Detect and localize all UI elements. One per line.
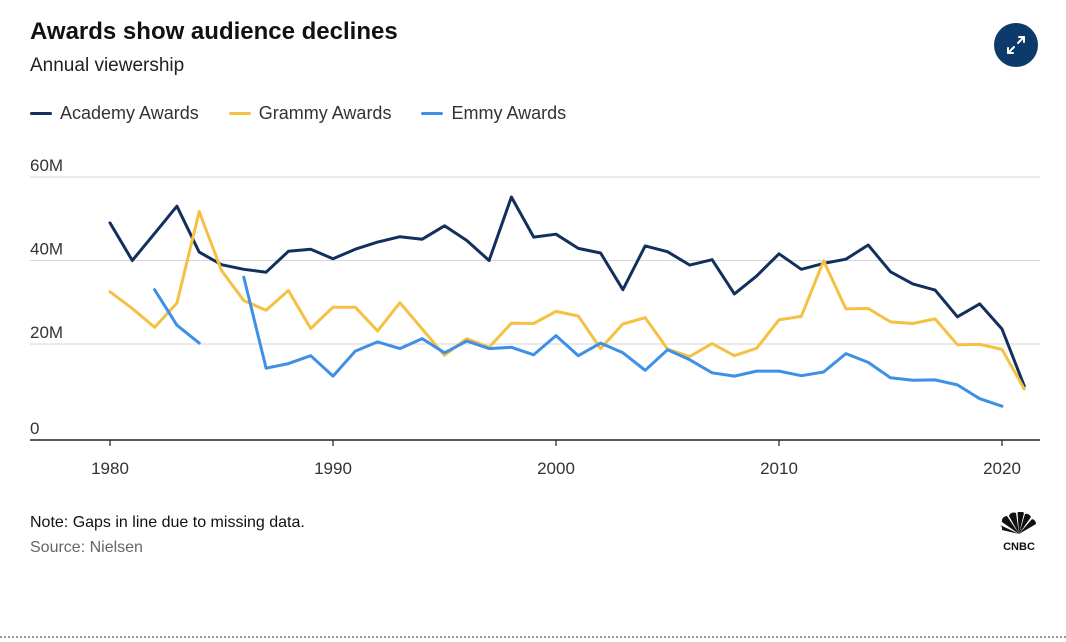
legend-swatch <box>30 112 52 115</box>
chart-subtitle: Annual viewership <box>30 55 185 76</box>
chart-title: Awards show audience declines <box>30 18 398 45</box>
cnbc-peacock-logo: CNBC <box>1000 512 1037 552</box>
series-line-academy-awards <box>108 195 1026 388</box>
y-tick-label: 20M <box>30 323 63 342</box>
divider <box>0 636 1066 638</box>
series-line-emmy-awards <box>153 288 201 345</box>
y-tick-label: 0 <box>30 419 39 438</box>
series-line-emmy-awards <box>242 275 1004 408</box>
chart-legend: Academy Awards Grammy Awards Emmy Awards <box>30 103 566 124</box>
legend-label: Academy Awards <box>60 103 199 123</box>
legend-item-academy[interactable]: Academy Awards <box>30 103 199 124</box>
x-tick-label: 2020 <box>983 459 1021 478</box>
x-tick-label: 1990 <box>314 459 352 478</box>
chart-source: Source: Nielsen <box>30 539 143 556</box>
legend-swatch <box>228 112 251 115</box>
chart-note: Note: Gaps in line due to missing data. <box>30 514 305 531</box>
x-tick-label: 1980 <box>91 459 129 478</box>
legend-label: Emmy Awards <box>451 103 567 123</box>
line-chart: 0 20M 40M 60M 1980 1990 2000 2010 2020 <box>30 156 1040 478</box>
expand-arrows-icon <box>1007 36 1025 54</box>
legend-item-emmy[interactable]: Emmy Awards <box>421 103 566 124</box>
legend-label: Grammy Awards <box>258 103 392 123</box>
y-tick-label: 40M <box>30 239 63 258</box>
legend-item-grammy[interactable]: Grammy Awards <box>228 103 392 124</box>
series-line-grammy-awards <box>108 210 1026 391</box>
y-tick-label: 60M <box>30 156 63 175</box>
expand-button[interactable] <box>994 23 1038 67</box>
logo-text: CNBC <box>1003 541 1035 552</box>
x-tick-label: 2000 <box>537 459 575 478</box>
x-tick-label: 2010 <box>760 459 798 478</box>
legend-swatch <box>421 112 444 115</box>
